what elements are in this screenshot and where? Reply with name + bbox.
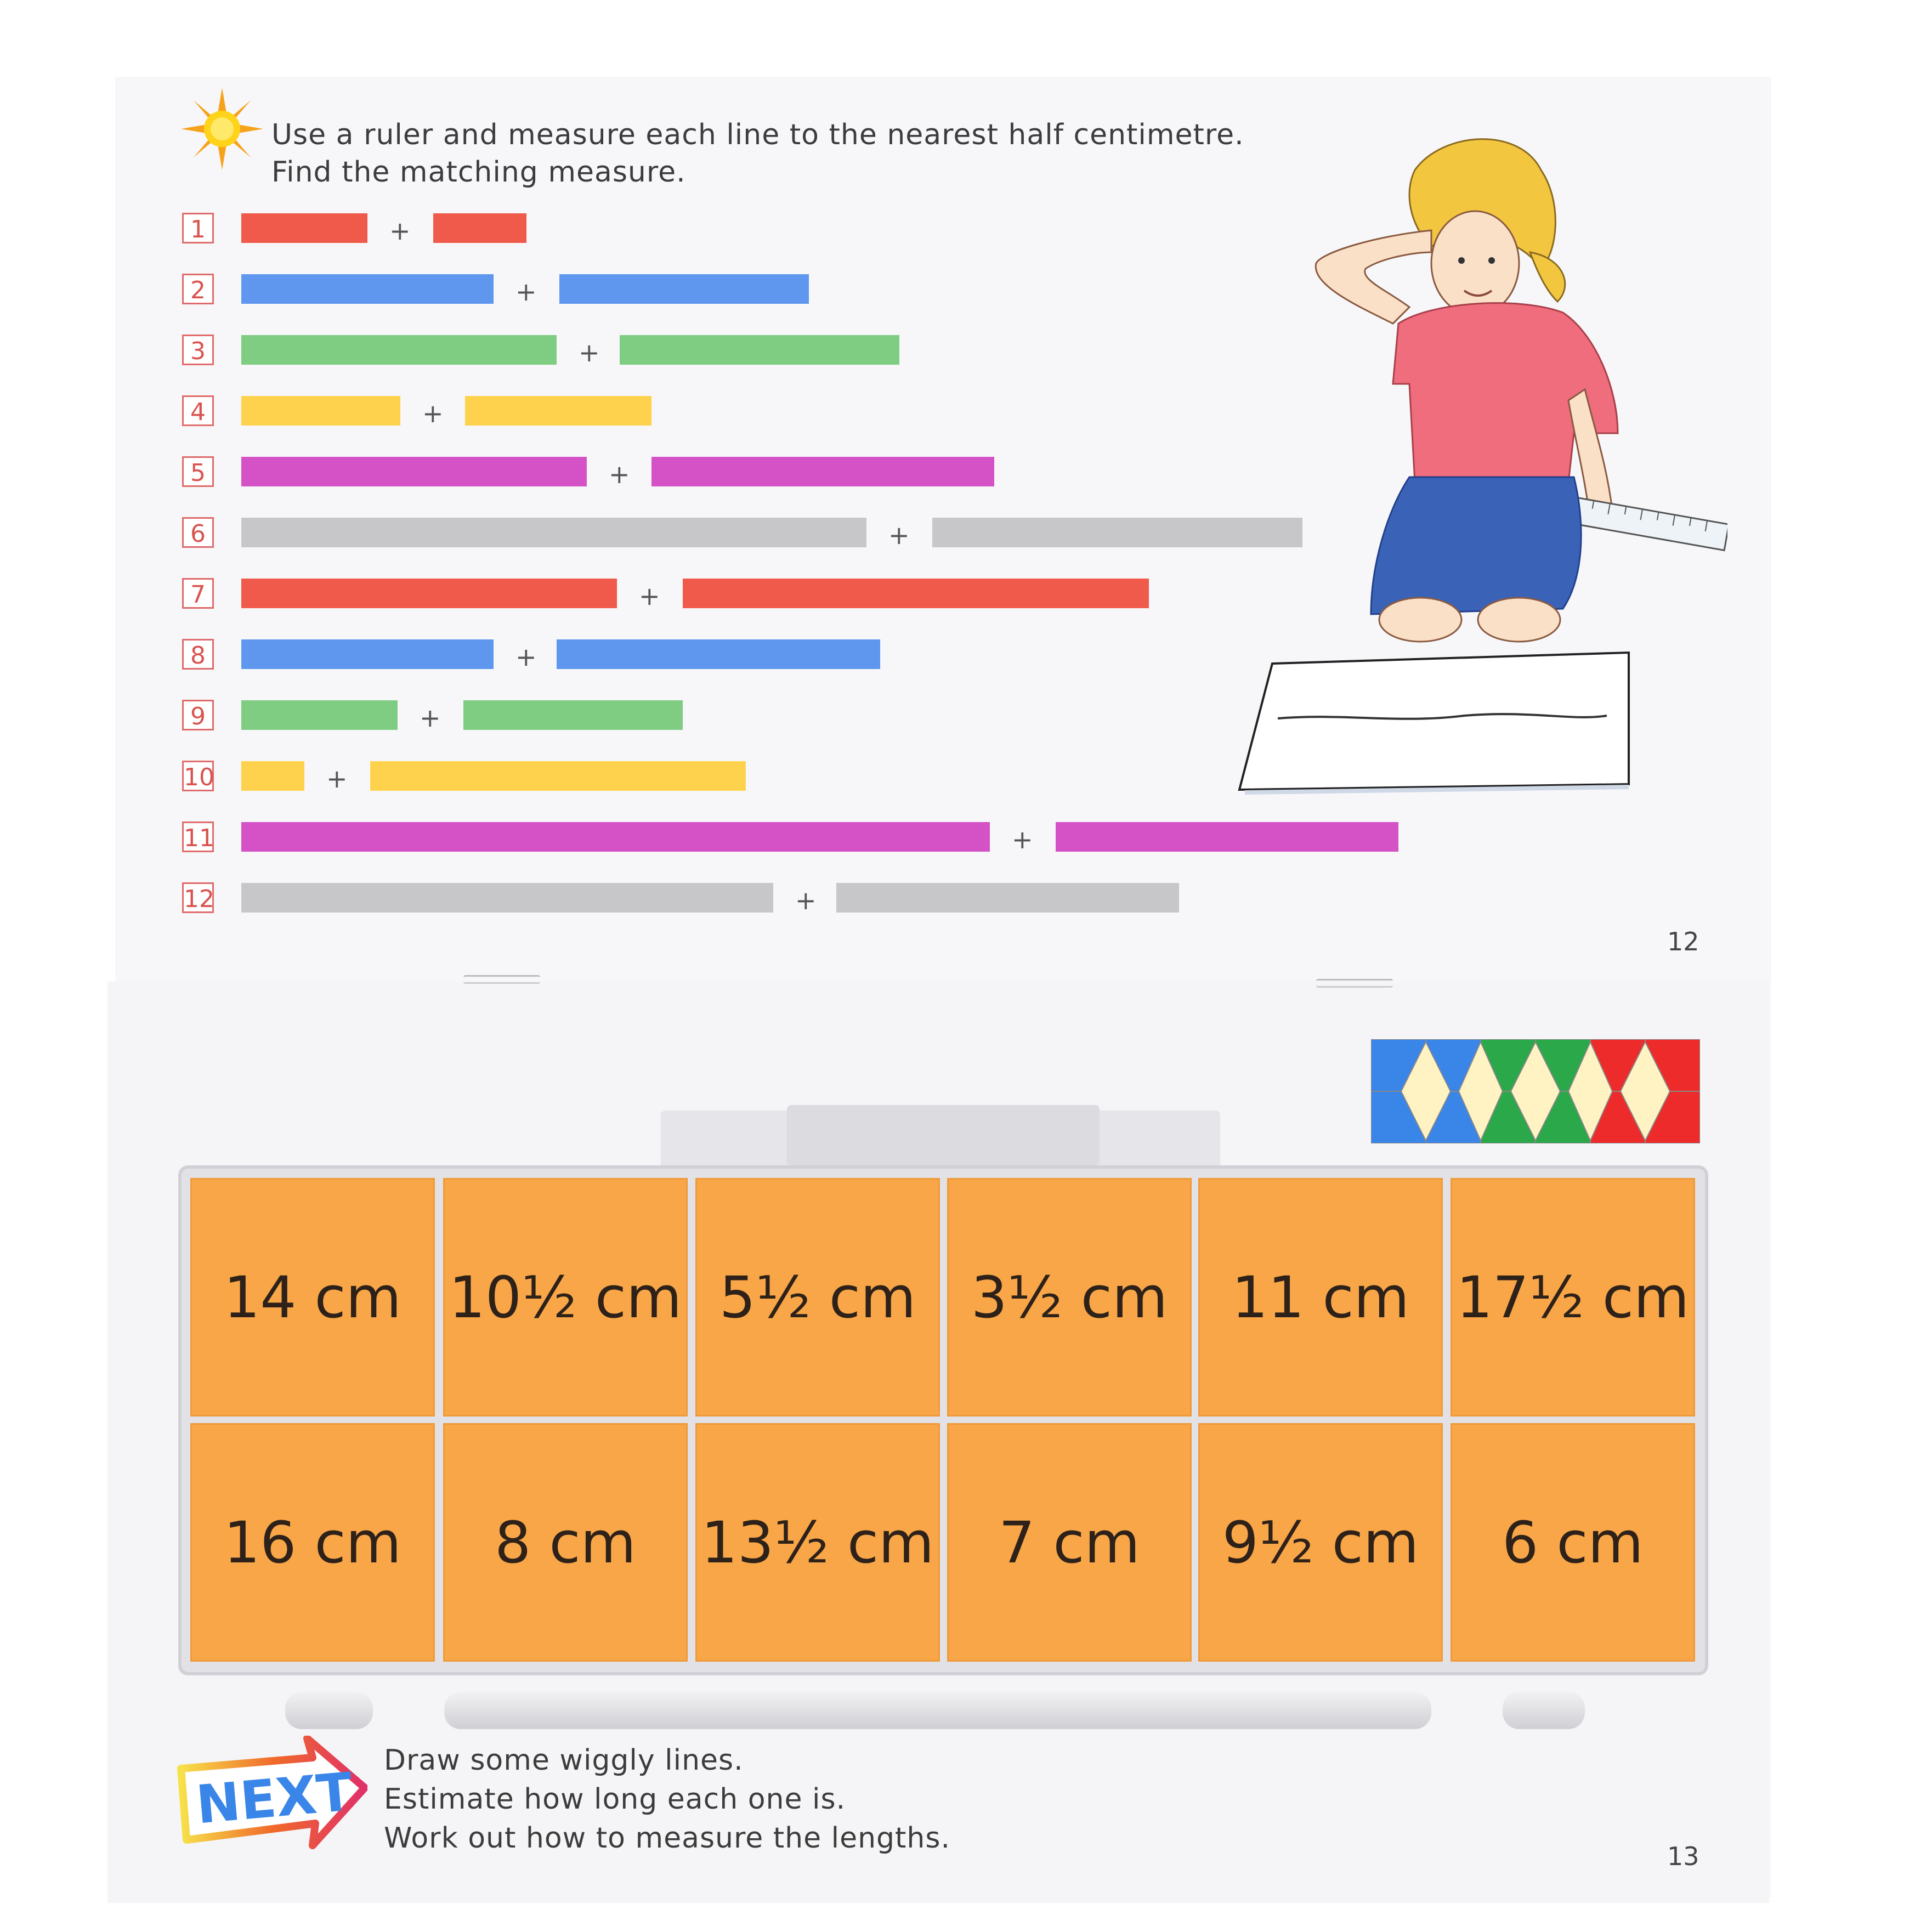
row-number: 9 (182, 700, 214, 730)
measure-line-b (433, 213, 526, 243)
measure-tile[interactable]: 7 cm (947, 1423, 1192, 1662)
measure-line-a (241, 396, 400, 426)
measure-tile[interactable]: 16 cm (190, 1423, 435, 1662)
row-number: 6 (182, 517, 214, 548)
measure-line-a (241, 700, 398, 730)
plus-sign: + (795, 886, 817, 915)
measure-tile[interactable]: 17½ cm (1451, 1178, 1695, 1417)
measure-line-b (465, 396, 651, 426)
next-line-1: Draw some wiggly lines. (384, 1744, 744, 1777)
next-line-2: Estimate how long each one is. (384, 1783, 846, 1816)
measure-line-b (932, 518, 1302, 547)
measure-tile[interactable]: 3½ cm (947, 1178, 1192, 1417)
row-number: 4 (182, 395, 214, 426)
measure-tile[interactable]: 11 cm (1198, 1178, 1443, 1417)
plus-sign: + (515, 642, 537, 672)
plus-sign: + (420, 703, 441, 733)
row-number: 11 (182, 821, 214, 852)
measure-line-b (370, 761, 746, 791)
shape-pattern-icon (1371, 1039, 1700, 1143)
measure-line-b (620, 335, 899, 365)
page-number-top: 12 (1667, 927, 1699, 956)
measure-line-a (241, 213, 367, 243)
plus-sign: + (1012, 825, 1033, 854)
tray-lid-top (787, 1105, 1100, 1165)
measure-tile[interactable]: 13½ cm (695, 1423, 940, 1662)
plus-sign: + (579, 338, 600, 367)
binding-clip (1316, 979, 1393, 988)
measure-line-a (241, 457, 587, 486)
girl-with-ruler-illustration (1238, 138, 1727, 795)
measure-tile[interactable]: 9½ cm (1198, 1423, 1443, 1662)
row-number: 10 (182, 761, 214, 791)
measure-line-b (1056, 822, 1398, 852)
measure-tile[interactable]: 8 cm (443, 1423, 688, 1662)
measure-line-b (651, 457, 994, 486)
plus-sign: + (515, 277, 537, 307)
plus-sign: + (609, 460, 630, 489)
instructions: Use a ruler and measure each line to the… (271, 116, 1244, 191)
row-number: 7 (182, 578, 214, 609)
plus-sign: + (639, 581, 660, 611)
sun-icon (181, 88, 263, 170)
row-number: 2 (182, 274, 214, 304)
row-number: 1 (182, 213, 214, 243)
measure-line-a (241, 518, 866, 547)
plus-sign: + (422, 399, 444, 428)
row-number: 3 (182, 335, 214, 365)
measure-line-b (557, 639, 880, 669)
page-number-bottom: 13 (1667, 1842, 1699, 1871)
next-line-3: Work out how to measure the lengths. (384, 1822, 951, 1855)
instruction-line-2: Find the matching measure. (271, 156, 686, 189)
measure-tile[interactable]: 10½ cm (443, 1178, 688, 1417)
binding-clip (463, 975, 540, 984)
measure-line-b (463, 700, 683, 730)
tray-rail (444, 1692, 1431, 1729)
instruction-line-1: Use a ruler and measure each line to the… (271, 118, 1244, 151)
tray-rail (1503, 1692, 1585, 1729)
measure-line-a (241, 883, 773, 913)
measure-tile[interactable]: 14 cm (190, 1178, 435, 1417)
plus-sign: + (389, 216, 411, 246)
row-number: 5 (182, 456, 214, 487)
measure-line-b (683, 579, 1149, 608)
row-number: 12 (182, 882, 214, 913)
plus-sign: + (326, 764, 348, 794)
measure-line-a (241, 639, 494, 669)
next-instructions: Draw some wiggly lines. Estimate how lon… (384, 1741, 950, 1858)
measure-line-a (241, 274, 494, 304)
measure-line-a (241, 579, 617, 608)
measure-line-b (559, 274, 809, 304)
measure-line-a (241, 822, 990, 852)
next-logo-text: NEXT (194, 1761, 355, 1835)
next-arrow-icon: NEXT (177, 1736, 367, 1849)
row-number: 8 (182, 639, 214, 670)
tray-rail (285, 1692, 373, 1729)
measure-line-b (836, 883, 1179, 913)
measure-tile[interactable]: 5½ cm (695, 1178, 940, 1417)
measure-line-a (241, 335, 557, 365)
plus-sign: + (888, 520, 910, 550)
measure-tile[interactable]: 6 cm (1451, 1423, 1695, 1662)
measure-line-a (241, 761, 304, 791)
